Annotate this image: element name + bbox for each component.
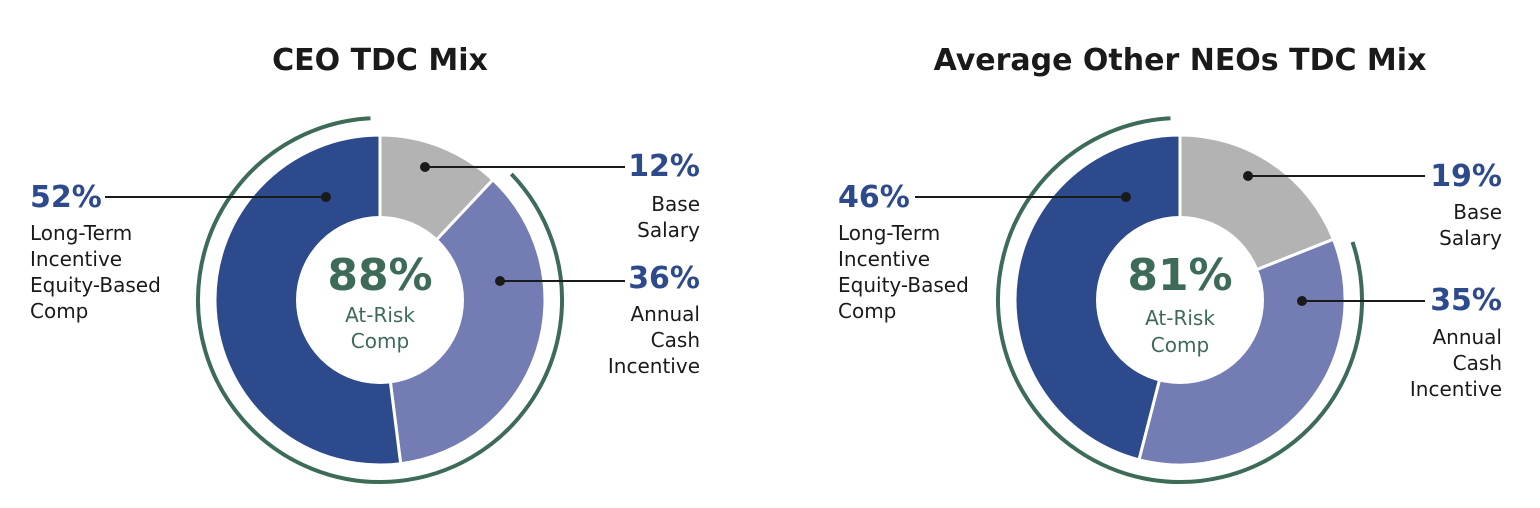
category-label-base-salary: Base (651, 192, 700, 216)
category-label-long-term-incentive-equity-based-comp: Long-Term (838, 221, 940, 245)
value-label-annual-cash-incentive: 35% (1430, 283, 1502, 318)
category-label-base-salary: Base (1453, 200, 1502, 224)
ceo-labels: 12%BaseSalary36%AnnualCashIncentive52%Lo… (30, 149, 700, 378)
neo-at-risk-ring (996, 116, 1364, 484)
value-label-annual-cash-incentive: 36% (628, 261, 700, 296)
ceo-chart: CEO TDC Mix 88% At-Risk Comp 12% BaseSala… (30, 43, 700, 484)
category-label-long-term-incentive-equity-based-comp: Incentive (30, 247, 122, 271)
leader-dot-long-term-incentive-equity-based-comp (1121, 192, 1131, 202)
neo-center-label-line2: Comp (1151, 333, 1209, 357)
category-label-annual-cash-incentive: Annual (630, 302, 700, 326)
neo-chart: Average Other NEOs TDC Mix 81% At-Risk C… (838, 43, 1502, 484)
category-label-long-term-incentive-equity-based-comp: Comp (30, 299, 88, 323)
category-label-annual-cash-incentive: Cash (1453, 351, 1502, 375)
value-label-base-salary: 12% (628, 149, 700, 184)
ceo-at-risk-ring (196, 116, 564, 484)
category-label-annual-cash-incentive: Incentive (1410, 377, 1502, 401)
value-label-long-term-incentive-equity-based-comp: 52% (30, 180, 102, 215)
value-label-long-term-incentive-equity-based-comp: 46% (838, 180, 910, 215)
neo-center-hole (1096, 216, 1264, 384)
category-label-long-term-incentive-equity-based-comp: Equity-Based (838, 273, 969, 297)
ceo-center-label-line2: Comp (351, 329, 409, 353)
category-label-annual-cash-incentive: Annual (1432, 325, 1502, 349)
neo-center-label-line1: At-Risk (1145, 306, 1215, 330)
category-label-long-term-incentive-equity-based-comp: Equity-Based (30, 273, 161, 297)
leader-dot-annual-cash-incentive (495, 276, 505, 286)
leader-dot-base-salary (420, 162, 430, 172)
neo-labels: 19%BaseSalary35%AnnualCashIncentive46%Lo… (838, 159, 1502, 401)
leader-dot-base-salary (1243, 171, 1253, 181)
neo-center-value: 81% (1127, 250, 1232, 301)
category-label-annual-cash-incentive: Incentive (608, 354, 700, 378)
category-label-base-salary: Salary (637, 218, 700, 242)
category-label-long-term-incentive-equity-based-comp: Incentive (838, 247, 930, 271)
ceo-chart-title: CEO TDC Mix (272, 43, 488, 78)
leader-dot-long-term-incentive-equity-based-comp (321, 192, 331, 202)
category-label-base-salary: Salary (1439, 226, 1502, 250)
ceo-center-value: 88% (327, 250, 432, 301)
category-label-annual-cash-incentive: Cash (651, 328, 700, 352)
neo-chart-title: Average Other NEOs TDC Mix (934, 43, 1427, 78)
value-label-base-salary: 19% (1430, 159, 1502, 194)
category-label-long-term-incentive-equity-based-comp: Long-Term (30, 221, 132, 245)
ceo-center-hole (296, 216, 464, 384)
ceo-center-label-line1: At-Risk (345, 303, 415, 327)
leader-dot-annual-cash-incentive (1297, 296, 1307, 306)
slice-annual-cash-incentive (378, 177, 547, 466)
category-label-long-term-incentive-equity-based-comp: Comp (838, 299, 896, 323)
